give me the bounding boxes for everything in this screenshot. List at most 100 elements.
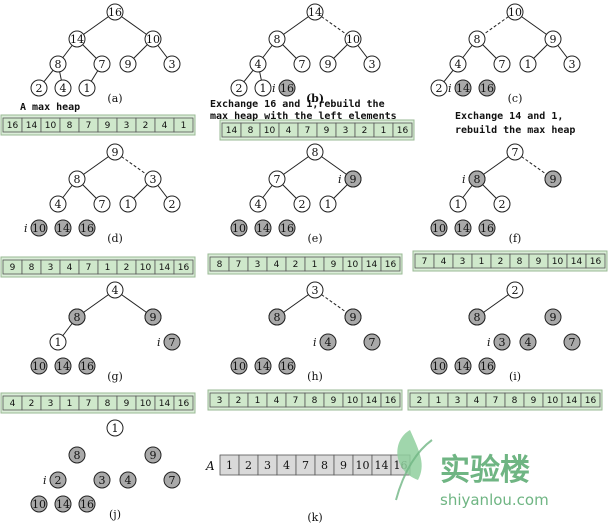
final-array-cell-value: 10 xyxy=(356,459,370,472)
node-value: 7 xyxy=(99,198,106,211)
node-value: 4 xyxy=(112,284,119,297)
heap-node: 16 xyxy=(278,219,296,237)
heap-node: 2 xyxy=(506,281,524,299)
node-value: 8 xyxy=(74,311,81,324)
array-cell-value: 10 xyxy=(347,260,359,270)
heap-node: 16 xyxy=(106,3,124,21)
heap-node: 14 xyxy=(54,495,72,513)
array-cell-value: 1 xyxy=(479,257,485,267)
tree-edge xyxy=(157,185,168,198)
heap-node: 2 xyxy=(163,195,181,213)
array-cell-value: 1 xyxy=(255,396,261,406)
heap-node: 2 xyxy=(293,195,311,213)
sorted-node-circle xyxy=(78,495,96,513)
final-array-cell-value: 3 xyxy=(264,459,271,472)
array-cell-value: 1 xyxy=(436,396,442,406)
node-value: 7 xyxy=(274,173,281,186)
panel-label-k: (k) xyxy=(307,511,322,524)
tree-edge xyxy=(333,184,348,199)
node-value: 8 xyxy=(274,33,281,46)
node-value: 2 xyxy=(55,474,62,487)
sorted-node-circle xyxy=(478,357,496,375)
tree-edge xyxy=(121,294,147,313)
node-value: 7 xyxy=(499,58,506,71)
tree-edge xyxy=(482,44,497,59)
heap-node-circle xyxy=(144,170,162,188)
heap-node-circle xyxy=(506,3,524,21)
heap-node: 16 xyxy=(278,79,296,97)
index-pointer-i: i xyxy=(487,336,491,349)
index-pointer-i: i xyxy=(43,474,47,487)
heap-node: 2 xyxy=(230,79,248,97)
index-pointer-i: i xyxy=(313,336,317,349)
heap-node-circle xyxy=(519,55,537,73)
heap-node: 16 xyxy=(278,357,296,375)
sorted-node-circle xyxy=(344,308,362,326)
node-value: 7 xyxy=(99,58,106,71)
array-cell-value: 16 xyxy=(397,126,409,136)
array-strip: 4 2 3 1 7 8 9 10 14 16 xyxy=(0,392,196,414)
node-value: 2 xyxy=(169,198,176,211)
heap-node: 3 xyxy=(93,471,111,489)
node-value: 2 xyxy=(236,82,243,95)
array-cell-value: 7 xyxy=(86,263,92,273)
array-strip: 9 8 3 4 7 1 2 10 14 16 xyxy=(0,256,196,278)
array-cell-value: 16 xyxy=(178,399,190,409)
watermark-name: 实验楼 xyxy=(440,453,530,488)
heap-node: 7 xyxy=(163,333,181,351)
heap-node: 2 xyxy=(49,471,67,489)
heap-node: 14 xyxy=(454,219,472,237)
heap-node: 10 xyxy=(506,3,524,21)
node-value: 10 xyxy=(346,33,360,46)
panel-label: (e) xyxy=(307,232,322,245)
heap-node: 14 xyxy=(54,219,72,237)
tree-panel-e: 8734219101416i(e) xyxy=(230,143,362,245)
heap-node: 3 xyxy=(306,281,324,299)
heap-node: 4 xyxy=(249,195,267,213)
annotation-exchange-16-line2: max heap with the left elements xyxy=(210,110,397,122)
sorted-node-circle xyxy=(563,333,581,351)
array-cell xyxy=(173,259,194,275)
array-cell-value: 1 xyxy=(181,121,187,131)
heap-node-circle xyxy=(293,55,311,73)
heap-node: 1 xyxy=(106,419,124,437)
heap-node: 14 xyxy=(254,357,272,375)
node-value: 9 xyxy=(350,311,357,324)
array-cell-value: 9 xyxy=(331,260,337,270)
array-cell-value: 2 xyxy=(498,257,504,267)
node-value: 8 xyxy=(474,33,481,46)
tree-edge xyxy=(262,45,273,58)
tree-edge xyxy=(82,184,97,199)
heap-node-circle xyxy=(49,195,67,213)
sorted-node-circle xyxy=(430,219,448,237)
index-pointer-i: i xyxy=(157,336,161,349)
heap-node: 14 xyxy=(454,357,472,375)
array-cell-value: 2 xyxy=(362,126,368,136)
tree-panel-j: 1 2 3 4 7 8 9 10 14 16 i (j) xyxy=(30,419,181,521)
heap-node-circle xyxy=(68,170,86,188)
heap-node-circle xyxy=(144,30,162,48)
heap-node: 8 xyxy=(468,170,486,188)
heap-node: 1 xyxy=(519,55,537,73)
heap-node: 7 xyxy=(93,195,111,213)
array-cell-value: 9 xyxy=(324,126,330,136)
sorted-node-circle xyxy=(54,219,72,237)
final-array-cell-value: 1 xyxy=(226,459,233,472)
sorted-node-circle xyxy=(319,333,337,351)
heap-node-circle xyxy=(306,143,324,161)
array-cell-value: 8 xyxy=(248,126,254,136)
node-value: 4 xyxy=(55,198,62,211)
sorted-node-circle xyxy=(430,357,448,375)
node-value: 9 xyxy=(150,311,157,324)
heap-node: 9 xyxy=(119,55,137,73)
node-value: 16 xyxy=(108,6,122,19)
heap-node-circle xyxy=(106,419,124,437)
array-cell-value: 1 xyxy=(105,263,111,273)
node-value: 16 xyxy=(80,498,94,511)
heap-node: 7 xyxy=(93,55,111,73)
annotation-exchange-16-line1: Exchange 16 and 1,rebuild the xyxy=(210,98,385,110)
array-cell-value: 7 xyxy=(293,396,299,406)
heap-node: 4 xyxy=(106,281,124,299)
sorted-node-circle xyxy=(278,357,296,375)
